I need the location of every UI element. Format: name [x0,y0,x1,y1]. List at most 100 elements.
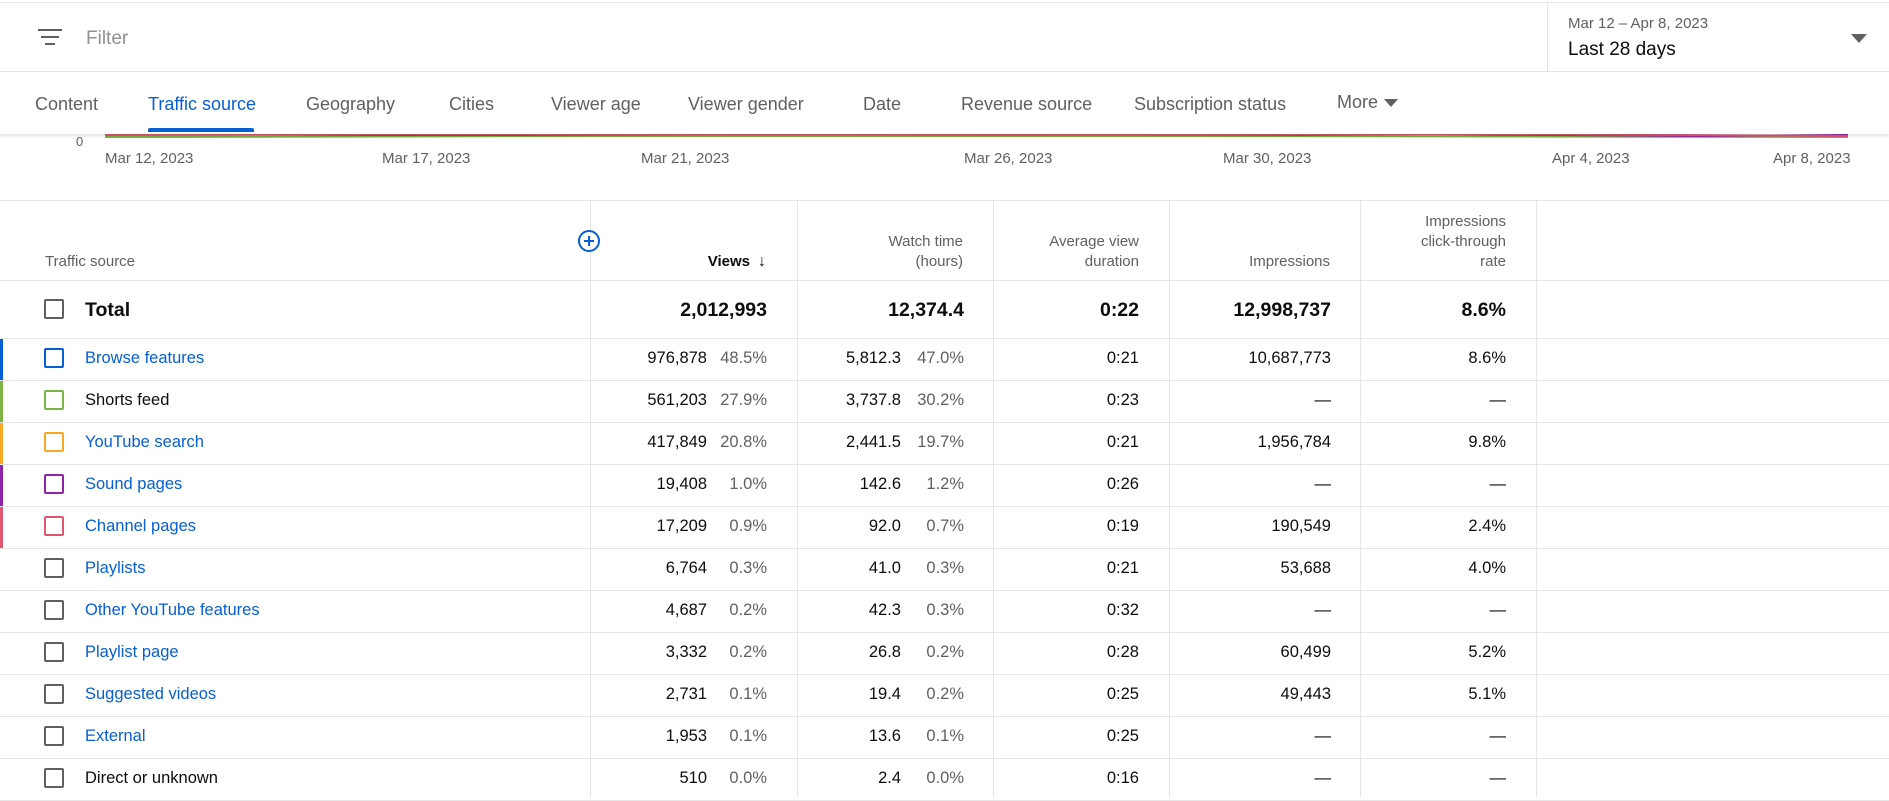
views-percent: 1.0% [729,475,767,493]
tab-subscription-status[interactable]: Subscription status [1134,94,1287,114]
tab-traffic-source[interactable]: Traffic source [148,94,257,114]
watch-time-value: 2,441.5 [845,433,901,451]
row-checkbox[interactable] [44,768,64,788]
traffic-source-name[interactable]: Suggested videos [85,685,217,703]
views-percent: 27.9% [720,391,767,409]
column-divider [993,200,994,797]
avg-duration-value: 0:28 [1106,643,1139,661]
ctr-value: 4.0% [1468,559,1506,577]
header-ctr[interactable]: Impressions click-through rate [1421,212,1506,272]
impressions-value: — [1314,727,1332,745]
ctr-value: — [1489,391,1507,409]
views-percent: 0.9% [729,517,767,535]
traffic-source-name[interactable]: Sound pages [85,475,183,493]
filter-icon[interactable] [38,29,62,47]
table-row: Browse features 976,878 48.5% 5,812.3 47.0% 0… [0,339,1889,381]
watch-time-value: 142.6 [859,475,901,493]
row-checkbox[interactable] [44,516,64,536]
y-axis-zero-label: 0 [76,134,84,149]
header-average-view-duration[interactable]: Average view duration [1049,232,1139,272]
tab-date[interactable]: Date [863,94,902,114]
traffic-source-name[interactable]: Browse features [85,349,205,367]
sort-descending-icon: ↓ [758,253,766,270]
chart-series-line [104,135,1849,138]
row-checkbox[interactable] [44,432,64,452]
impressions-value: — [1314,601,1332,619]
views-value: 976,878 [647,349,707,367]
traffic-source-name[interactable]: Playlists [85,559,146,577]
row-checkbox[interactable] [44,726,64,746]
tab-viewer-gender[interactable]: Viewer gender [688,94,804,114]
row-checkbox[interactable] [44,474,64,494]
header-text: Watch time [888,233,963,250]
impressions-value: — [1314,769,1332,787]
traffic-source-name[interactable]: Other YouTube features [85,601,260,619]
avg-duration-value: 0:26 [1106,475,1139,493]
table-row: Sound pages 19,408 1.0% 142.6 1.2% 0:26 — — [0,465,1889,507]
header-impressions[interactable]: Impressions [1249,253,1330,270]
tab-geography[interactable]: Geography [306,94,396,114]
watch-time-percent: 1.2% [926,475,964,493]
watch-time-percent: 0.1% [926,727,964,745]
header-views-label: Views [707,253,750,270]
impressions-value: 53,688 [1280,559,1331,577]
tab-revenue-source[interactable]: Revenue source [961,94,1093,114]
traffic-source-name[interactable]: YouTube search [85,433,204,451]
watch-time-percent: 30.2% [917,391,964,409]
avg-duration-value: 0:23 [1106,391,1139,409]
row-checkbox[interactable] [44,348,64,368]
watch-time-value: 26.8 [868,643,901,661]
avg-duration-value: 0:19 [1106,517,1139,535]
table-row: Playlists 6,764 0.3% 41.0 0.3% 0:21 53,688 4.0% [0,549,1889,591]
tab-viewer-age[interactable]: Viewer age [551,94,641,114]
views-percent: 0.1% [729,727,767,745]
x-axis-tick: Mar 30, 2023 [1223,150,1312,167]
watch-time-value: 42.3 [868,601,901,619]
avg-duration-value: 0:21 [1106,433,1139,451]
row-checkbox[interactable] [44,642,64,662]
x-axis-tick: Apr 8, 2023 [1773,150,1851,167]
total-views: 2,012,993 [680,299,767,321]
filter-input[interactable] [84,23,688,55]
ctr-value: 8.6% [1468,349,1506,367]
row-checkbox[interactable] [44,390,64,410]
traffic-source-name[interactable]: External [85,727,146,745]
series-color-bar [0,381,3,422]
traffic-source-name[interactable]: Channel pages [85,517,197,535]
column-divider [590,200,591,797]
date-range-picker[interactable]: Mar 12 – Apr 8, 2023 Last 28 days [1547,3,1889,71]
views-percent: 0.2% [729,643,767,661]
traffic-source-name[interactable]: Playlist page [85,643,179,661]
impressions-value: 1,956,784 [1257,433,1331,451]
header-text: click-through [1420,233,1506,250]
ctr-value: — [1489,601,1507,619]
row-checkbox[interactable] [44,600,64,620]
dropdown-arrow-icon [1851,34,1867,43]
active-tab-indicator [148,128,254,132]
views-value: 417,849 [647,433,707,451]
add-column-icon[interactable] [578,230,600,252]
chart-series-line [104,134,1849,137]
watch-time-percent: 0.3% [926,601,964,619]
x-axis-tick: Apr 4, 2023 [1552,150,1630,167]
tab-content[interactable]: Content [35,94,99,114]
table-row: YouTube search 417,849 20.8% 2,441.5 19.7% 0:… [0,423,1889,465]
row-checkbox[interactable] [44,684,64,704]
total-label: Total [85,299,131,321]
tab-cities[interactable]: Cities [449,94,495,114]
table-header: Traffic source Views ↓ Watch time (hours)… [0,200,1889,281]
avg-duration-value: 0:25 [1106,685,1139,703]
header-traffic-source[interactable]: Traffic source [45,253,136,270]
views-value: 1,953 [665,727,707,745]
ctr-value: 5.2% [1468,643,1506,661]
header-views[interactable]: Views ↓ [708,252,766,272]
total-checkbox[interactable] [44,299,64,319]
header-watch-time[interactable]: Watch time (hours) [889,232,963,272]
watch-time-percent: 0.0% [926,769,964,787]
views-value: 17,209 [656,517,707,535]
row-checkbox[interactable] [44,558,64,578]
series-color-bar [0,507,3,548]
series-color-bar [0,423,3,464]
watch-time-value: 5,812.3 [845,349,901,367]
tab-more[interactable]: More [1337,92,1399,113]
